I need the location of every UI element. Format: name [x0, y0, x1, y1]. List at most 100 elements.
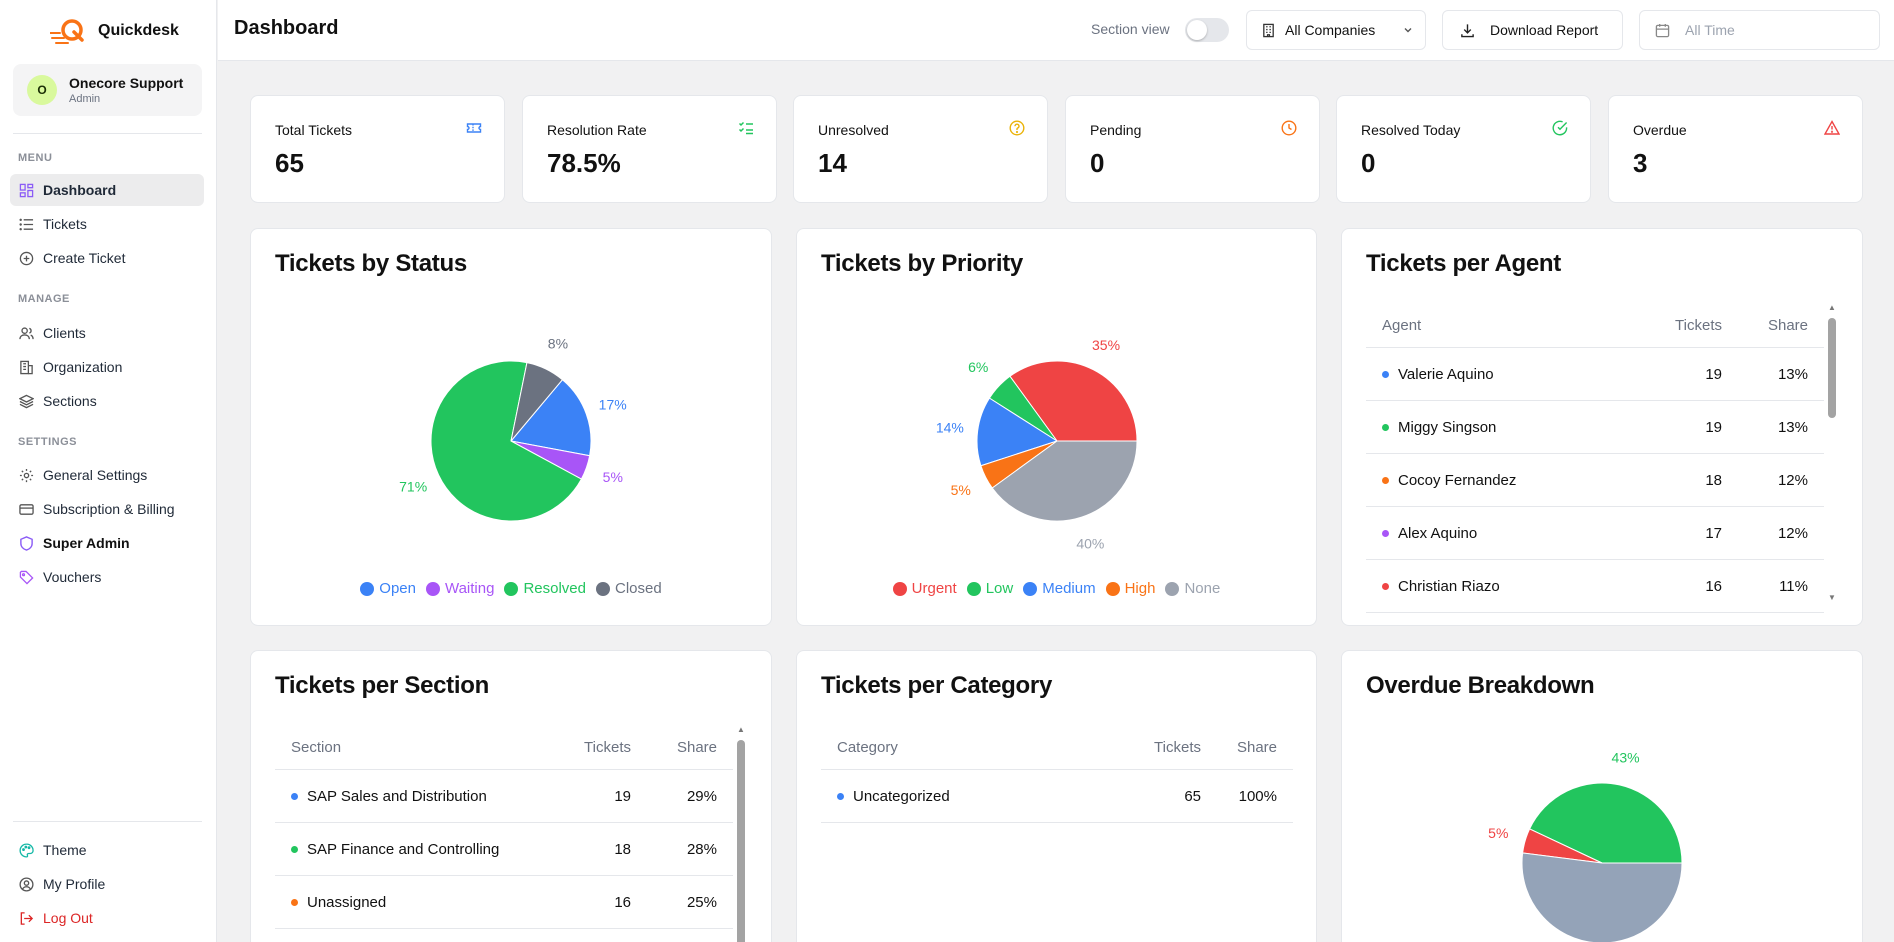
column-header: Tickets: [1154, 739, 1201, 756]
sidebar-item-label: General Settings: [43, 467, 148, 483]
legend-label: Waiting: [444, 580, 495, 597]
table-row[interactable]: Christian Riazo 16 11%: [1366, 560, 1824, 613]
pie-slice[interactable]: [1009, 360, 1138, 442]
row-name: Uncategorized: [853, 787, 950, 805]
legend-item[interactable]: Open: [360, 580, 416, 597]
scroll-up-arrow-icon[interactable]: ▲: [737, 725, 745, 734]
user-circle-icon: [19, 876, 34, 892]
sidebar-item-log-out[interactable]: Log Out: [10, 902, 204, 934]
scrollbar-thumb[interactable]: [737, 740, 745, 942]
section-table-scrollbar[interactable]: ▲: [737, 725, 745, 942]
legend-item[interactable]: None: [1165, 580, 1220, 597]
date-range-picker[interactable]: All Time: [1639, 10, 1880, 50]
legend-item[interactable]: High: [1105, 580, 1155, 597]
table-row[interactable]: SAP Finance and Controlling 18 28%: [275, 823, 733, 876]
app-name: Quickdesk: [98, 22, 179, 39]
table-row[interactable]: Unassigned 16 25%: [275, 876, 733, 929]
stat-label: Resolved Today: [1361, 122, 1461, 138]
stat-card-resolution-rate: Resolution Rate 78.5%: [522, 95, 777, 203]
panel-title: Tickets per Section: [275, 672, 489, 699]
help-circle-icon: [1009, 120, 1025, 136]
panel-title: Tickets per Category: [821, 672, 1052, 699]
download-report-button[interactable]: Download Report: [1442, 10, 1623, 50]
table-row[interactable]: Cocoy Fernandez 18 12%: [1366, 454, 1824, 507]
row-tickets: 65: [1184, 787, 1201, 805]
sidebar-item-subscription-billing[interactable]: Subscription & Billing: [10, 493, 204, 525]
sidebar-item-my-profile[interactable]: My Profile: [10, 868, 204, 900]
panel-tickets-per-agent: Tickets per Agent Agent Tickets Share Va…: [1341, 228, 1863, 626]
scroll-up-arrow-icon[interactable]: ▲: [1828, 303, 1836, 312]
sidebar-item-clients[interactable]: Clients: [10, 317, 204, 349]
legend-item[interactable]: Resolved: [504, 580, 586, 597]
users-icon: [19, 326, 34, 339]
row-name: Alex Aquino: [1398, 524, 1478, 542]
overdue-pie-chart: 43%5%52%: [1488, 750, 1683, 942]
row-name-cell: Christian Riazo: [1366, 578, 1634, 595]
legend-item[interactable]: Waiting: [425, 580, 495, 597]
table-row[interactable]: Miggy Singson 19 13%: [1366, 401, 1824, 454]
account-switcher[interactable]: O Onecore Support Admin: [13, 64, 202, 116]
credit-card-icon: [19, 503, 34, 515]
brand[interactable]: Quickdesk: [49, 16, 179, 46]
stat-value: 3: [1633, 148, 1648, 178]
pie-slice[interactable]: [1528, 782, 1683, 864]
sidebar-item-vouchers[interactable]: Vouchers: [10, 561, 204, 593]
sidebar-item-organization[interactable]: Organization: [10, 351, 204, 383]
account-role: Admin: [69, 93, 101, 105]
scroll-down-arrow-icon[interactable]: ▼: [1828, 593, 1836, 602]
date-range-placeholder: All Time: [1685, 22, 1735, 38]
sidebar-item-tickets[interactable]: Tickets: [10, 208, 204, 240]
pie-percent-label: 8%: [548, 336, 568, 352]
manage-heading: MANAGE: [18, 293, 70, 305]
sidebar-item-theme[interactable]: Theme: [10, 834, 204, 866]
row-name-cell: Alex Aquino: [1366, 525, 1634, 542]
company-select[interactable]: All Companies: [1246, 10, 1426, 50]
sidebar-item-dashboard[interactable]: Dashboard: [10, 174, 204, 206]
table-row[interactable]: Alex Aquino 17 12%: [1366, 507, 1824, 560]
row-tickets: 16: [1705, 577, 1722, 595]
legend-item[interactable]: Urgent: [892, 580, 957, 597]
row-tickets: 17: [1705, 524, 1722, 542]
row-tickets: 18: [614, 840, 631, 858]
sidebar-item-super-admin[interactable]: Super Admin: [10, 527, 204, 559]
column-header: Category: [837, 739, 898, 756]
pie-percent-label: 40%: [1076, 536, 1104, 552]
account-name: Onecore Support: [69, 75, 184, 91]
shield-icon: [20, 535, 33, 551]
column-header: Agent: [1382, 317, 1422, 334]
legend-swatch: [1165, 581, 1180, 596]
table-header-row: Category Tickets Share: [821, 726, 1293, 770]
pie-slice[interactable]: [991, 440, 1138, 522]
column-header: Share: [676, 739, 717, 756]
legend-item[interactable]: Closed: [596, 580, 662, 597]
stat-value: 65: [275, 148, 304, 178]
panel-title: Tickets by Status: [275, 250, 467, 277]
legend-item[interactable]: Medium: [1023, 580, 1096, 597]
agent-table-scrollbar[interactable]: ▲ ▼: [1828, 303, 1836, 602]
row-share: 28%: [686, 840, 717, 858]
legend-swatch: [504, 581, 519, 596]
stat-card-overdue: Overdue 3: [1608, 95, 1863, 203]
table-row[interactable]: SAP Sales and Distribution 19 29%: [275, 770, 733, 823]
page-title: Dashboard: [234, 17, 339, 39]
section-rows: SAP Sales and Distribution 19 29% SAP Finan…: [275, 770, 733, 929]
stat-card-total-tickets: Total Tickets 65: [250, 95, 505, 203]
sidebar-item-general-settings[interactable]: General Settings: [10, 459, 204, 491]
pie-slice[interactable]: [976, 397, 1059, 467]
pie-slice[interactable]: [1521, 852, 1683, 942]
pie-slice[interactable]: [510, 379, 592, 457]
legend-item[interactable]: Low: [966, 580, 1013, 597]
sidebar-divider: [13, 821, 202, 822]
row-tickets: 19: [1705, 418, 1722, 436]
pie-slice[interactable]: [430, 360, 583, 522]
calendar-icon: [1655, 23, 1670, 37]
sidebar-item-create-ticket[interactable]: Create Ticket: [10, 242, 204, 274]
scrollbar-thumb[interactable]: [1828, 318, 1836, 418]
sidebar-item-sections[interactable]: Sections: [10, 385, 204, 417]
pie-slice[interactable]: [510, 362, 564, 442]
table-row[interactable]: Uncategorized 65 100%: [821, 770, 1293, 823]
table-row[interactable]: Valerie Aquino 19 13%: [1366, 348, 1824, 401]
section-view-toggle[interactable]: [1185, 18, 1229, 42]
clock-icon: [1281, 120, 1297, 136]
sidebar-item-label: Create Ticket: [43, 250, 126, 266]
